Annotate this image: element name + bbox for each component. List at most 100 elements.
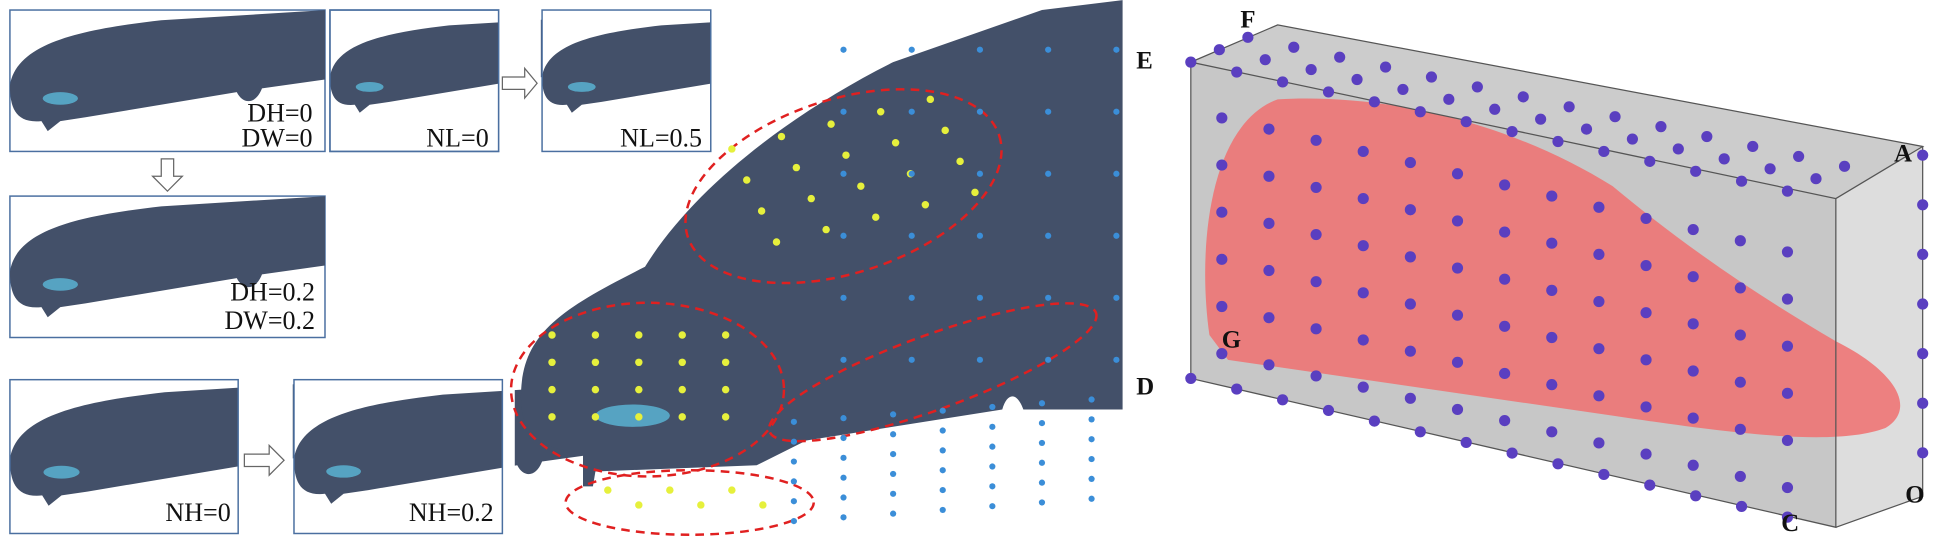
panel-label: DH=0.2	[230, 277, 315, 306]
marker-dot	[548, 358, 556, 367]
marker-dot	[1917, 348, 1929, 360]
marker-dot	[1535, 113, 1547, 125]
marker-dot	[1499, 367, 1511, 380]
marker-dot	[891, 139, 900, 147]
marker-dot	[1687, 412, 1699, 424]
marker-dot	[1718, 153, 1730, 165]
marker-dot	[1113, 294, 1120, 301]
marker-dot	[1747, 140, 1759, 153]
panel-label: DW=0.2	[224, 306, 315, 335]
marker-dot	[1593, 437, 1605, 449]
marker-dot	[1216, 253, 1228, 265]
marker-dot	[1593, 343, 1605, 355]
marker-dot	[790, 458, 797, 465]
marker-dot	[728, 486, 736, 494]
marker-dot	[890, 431, 897, 438]
marker-dot	[678, 331, 686, 339]
marker-dot	[976, 232, 984, 239]
marker-dot	[1277, 76, 1289, 88]
marker-dot	[1038, 419, 1046, 427]
marker-dot	[1917, 447, 1929, 459]
marker-dot	[1781, 293, 1794, 305]
marker-dot	[807, 194, 815, 203]
marker-dot	[1310, 134, 1322, 146]
marker-dot	[1310, 323, 1322, 335]
marker-dot	[1259, 54, 1271, 66]
marker-dot	[1546, 331, 1558, 344]
point-label: F	[1240, 6, 1255, 33]
marker-dot	[1734, 235, 1746, 247]
marker-dot	[1672, 143, 1684, 155]
marker-dot	[548, 385, 556, 394]
marker-dot	[1045, 356, 1052, 363]
marker-dot	[1781, 434, 1794, 447]
marker-dot	[591, 358, 600, 367]
marker-dot	[721, 385, 730, 394]
marker-dot	[890, 451, 897, 458]
marker-dot	[721, 331, 730, 339]
marker-dot	[743, 176, 751, 184]
marker-dot	[1655, 121, 1667, 133]
marker-dot	[1397, 83, 1409, 95]
marker-dot	[1414, 106, 1426, 118]
marker-dot	[840, 108, 847, 115]
marker-dot	[1113, 46, 1120, 53]
marker-dot	[827, 120, 835, 128]
marker-dot	[1917, 199, 1929, 211]
marker-dot	[1546, 237, 1558, 249]
panel: NL=0.5	[541, 9, 798, 152]
marker-dot	[1690, 490, 1702, 502]
marker-dot	[1277, 394, 1289, 406]
marker-dot	[1263, 217, 1275, 229]
panel: DH=0 DW=0	[9, 9, 326, 152]
marker-dot	[591, 413, 600, 421]
marker-dot	[1404, 345, 1416, 357]
marker-dot	[1288, 41, 1300, 53]
marker-dot	[790, 498, 797, 505]
marker-dot	[1310, 370, 1322, 382]
marker-dot	[1917, 149, 1929, 161]
marker-dot	[1734, 470, 1746, 483]
marker-dot	[1917, 397, 1929, 409]
marker-dot	[1216, 159, 1228, 171]
marker-dot	[635, 501, 643, 509]
panel-label: NH=0.2	[409, 498, 494, 527]
marker-dot	[822, 225, 830, 234]
marker-dot	[1563, 101, 1575, 113]
marker-dot	[840, 46, 847, 53]
marker-dot	[1499, 415, 1511, 427]
marker-dot	[1640, 307, 1652, 319]
marker-dot	[1038, 479, 1046, 486]
marker-dot	[1734, 282, 1746, 294]
marker-dot	[1451, 168, 1464, 180]
marker-dot	[1644, 479, 1656, 491]
marker-dot	[1506, 447, 1518, 459]
marker-dot	[1451, 309, 1464, 321]
marker-dot	[1593, 201, 1605, 213]
marker-dot	[840, 474, 847, 481]
marker-dot	[1242, 31, 1254, 43]
marker-dot	[872, 213, 880, 221]
marker-dot	[548, 331, 556, 339]
marker-dot	[1322, 86, 1335, 98]
marker-dot	[1216, 348, 1228, 360]
marker-dot	[1546, 426, 1558, 438]
marker-dot	[1088, 455, 1095, 463]
marker-dot	[1045, 294, 1052, 301]
marker-dot	[941, 126, 949, 135]
marker-dot	[1609, 111, 1621, 123]
marker-dot	[840, 294, 847, 301]
marker-dot	[939, 427, 946, 434]
marker-dot	[1185, 372, 1197, 385]
marker-dot	[989, 443, 996, 450]
marker-dot	[635, 358, 643, 367]
marker-dot	[890, 490, 897, 497]
marker-dot	[1451, 356, 1464, 368]
marker-dot	[1357, 334, 1369, 346]
marker-dot	[635, 331, 643, 339]
marker-dot	[1546, 190, 1558, 202]
marker-dot	[1781, 387, 1794, 399]
marker-dot	[790, 418, 797, 425]
marker-dot	[1322, 404, 1335, 417]
marker-dot	[790, 517, 797, 525]
